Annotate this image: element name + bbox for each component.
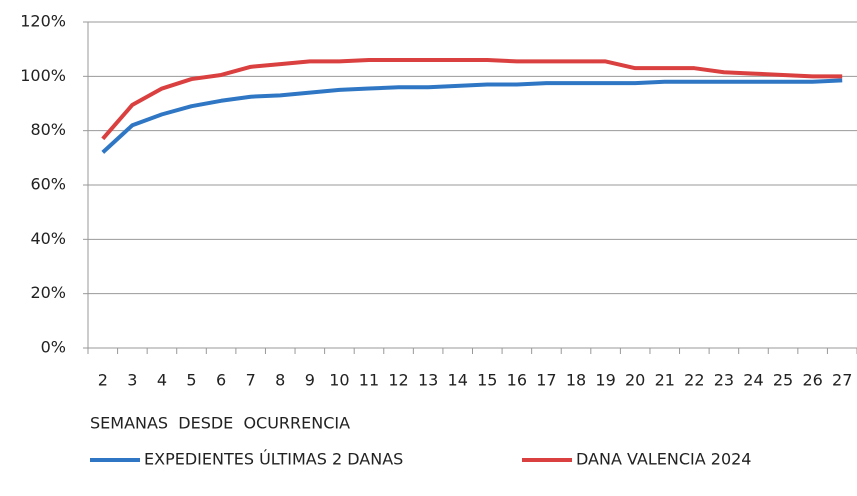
- x-tick-label: 3: [127, 371, 137, 390]
- x-tick-label: 5: [186, 371, 196, 390]
- x-tick-label: 16: [507, 371, 527, 390]
- x-tick-label: 2: [98, 371, 108, 390]
- x-tick-label: 6: [216, 371, 226, 390]
- x-tick-label: 20: [625, 371, 645, 390]
- legend-label: DANA VALENCIA 2024: [576, 450, 751, 469]
- y-tick-label: 20%: [30, 283, 66, 302]
- x-tick-label: 10: [329, 371, 349, 390]
- x-tick-label: 15: [477, 371, 497, 390]
- x-tick-label: 11: [359, 371, 379, 390]
- x-tick-label: 19: [595, 371, 615, 390]
- x-tick-label: 23: [714, 371, 734, 390]
- series-line: [101, 58, 843, 141]
- x-tick-label: 22: [684, 371, 704, 390]
- y-tick-label: 80%: [30, 120, 66, 139]
- y-tick-label: 60%: [30, 175, 66, 194]
- x-tick-label: 24: [743, 371, 763, 390]
- legend-label: EXPEDIENTES ÚLTIMAS 2 DANAS: [144, 450, 403, 469]
- x-tick-label: 13: [418, 371, 438, 390]
- x-axis-title: SEMANAS DESDE OCURRENCIA: [90, 414, 350, 433]
- x-tick-label: 17: [536, 371, 556, 390]
- y-tick-label: 100%: [20, 66, 66, 85]
- x-tick-label: 9: [305, 371, 315, 390]
- x-tick-label: 7: [246, 371, 256, 390]
- x-tick-label: 21: [655, 371, 675, 390]
- x-tick-label: 25: [773, 371, 793, 390]
- x-tick-label: 8: [275, 371, 285, 390]
- y-tick-label: 40%: [30, 229, 66, 248]
- x-tick-label: 4: [157, 371, 167, 390]
- y-tick-label: 0%: [41, 338, 66, 357]
- x-tick-label: 18: [566, 371, 586, 390]
- y-tick-label: 120%: [20, 12, 66, 31]
- x-tick-label: 14: [448, 371, 468, 390]
- x-tick-label: 27: [832, 371, 852, 390]
- x-tick-label: 12: [388, 371, 408, 390]
- x-tick-label: 26: [802, 371, 822, 390]
- series-line: [101, 78, 843, 154]
